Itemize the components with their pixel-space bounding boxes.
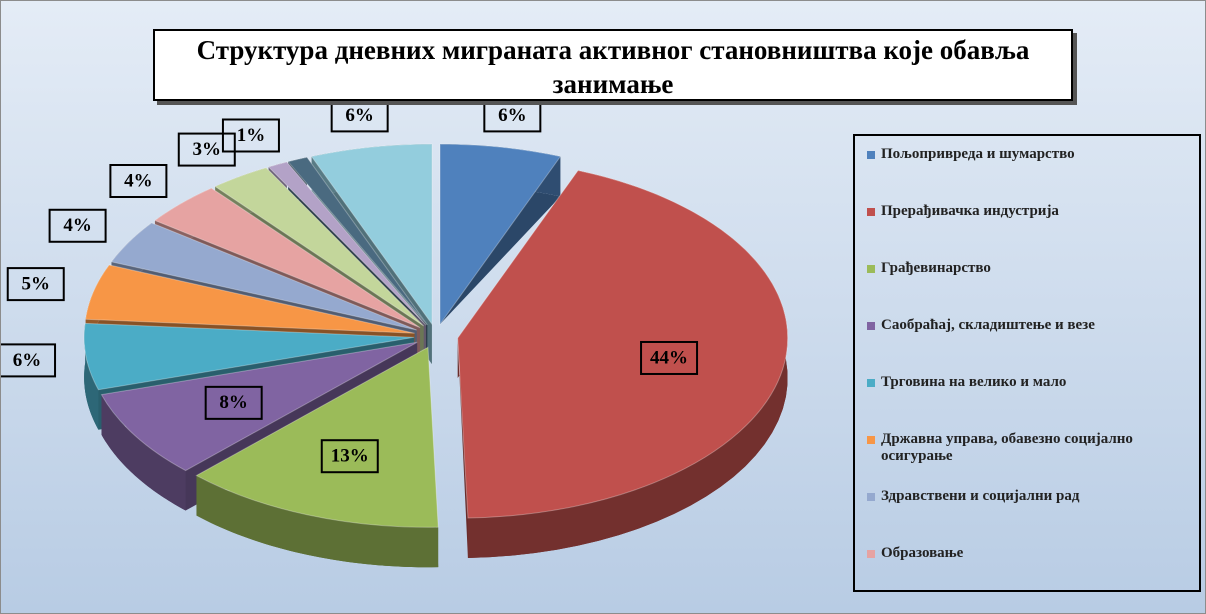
legend-item: Образовање [863,545,1191,590]
label-box [48,208,107,243]
slice [287,156,428,326]
data-label: 6% [345,105,374,126]
slice [153,187,421,329]
legend-swatch [867,436,875,444]
legend-item: Пољопривреда и шумарство [863,146,1191,203]
slice [110,222,418,331]
slice [195,346,439,528]
data-label: 6% [13,350,42,371]
data-label: 8% [219,392,248,413]
data-label: 44% [650,347,688,368]
label-box [204,385,263,420]
label-box [320,439,379,474]
data-label: 6% [498,105,527,126]
label-box [109,164,168,199]
tops [83,143,789,528]
legend-label: Здравствени и социјални рад [881,488,1080,504]
legend-label: Пољопривреда и шумарство [881,146,1075,162]
legend-label: Образовање [881,545,964,561]
legend-label: Прерађивачка индустрија [881,203,1059,219]
data-label: 5% [21,273,50,294]
data-label: 13% [331,446,369,467]
legend-swatch [867,322,875,330]
chart-title: Структура дневних миграната активног ста… [153,29,1073,101]
slice [310,143,433,326]
legend: Пољопривреда и шумарство Прерађивачка инд… [853,134,1201,592]
label-box [640,340,699,375]
legend-item: Здравствени и социјални рад [863,488,1191,545]
legend-label: Грађевинарство [881,260,991,276]
label-box [6,267,65,302]
label-box [221,118,280,153]
legend-swatch [867,493,875,501]
legend-label: Саобраћај, складиштење и везе [881,317,1095,333]
legend-item: Прерађивачка индустрија [863,203,1191,260]
data-label: 3% [193,139,222,160]
data-label: 1% [237,125,266,146]
slice [214,167,425,327]
slice [100,341,418,472]
slice-wall [101,394,186,511]
legend-item: Трговина на велико и мало [863,374,1191,431]
slice [83,322,415,391]
legend-swatch [867,379,875,387]
data-label: 4% [63,215,92,236]
slice-wall [467,170,788,558]
label-box [1,343,57,378]
legend-swatch [867,265,875,273]
slice [85,264,415,334]
legend-label: Трговина на велико и мало [881,374,1067,390]
legend-swatch [867,208,875,216]
legend-item: Грађевинарство [863,260,1191,317]
legend-label: Државна управа, обавезно социјално осигу… [881,431,1133,464]
legend-item: Државна управа, обавезно социјално осигу… [863,431,1191,488]
slice [457,169,789,519]
legend-swatch [867,151,875,159]
data-label: 4% [124,170,153,191]
slice [267,161,427,326]
legend-swatch [867,550,875,558]
legend-item: Саобраћај, складиштење и везе [863,317,1191,374]
label-box [177,132,236,167]
slice-wall [84,323,99,430]
slice [439,143,562,326]
slice-wall [196,475,439,568]
